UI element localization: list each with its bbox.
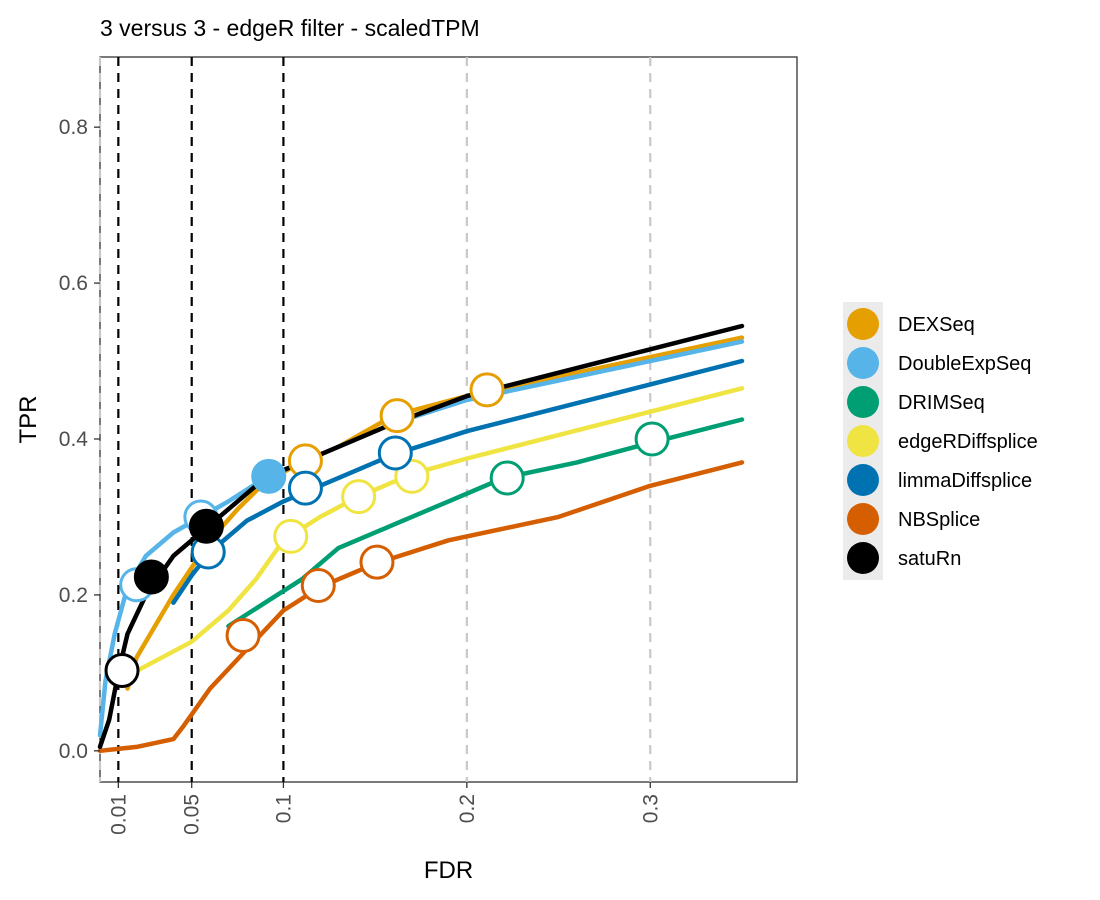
fdr-threshold-points <box>104 372 670 689</box>
series-line-DoubleExpSeq <box>97 339 745 738</box>
series-line-edgeRDiffsplice <box>116 386 745 683</box>
y-axis-title: TPR <box>15 396 42 444</box>
point-limmaDiffsplice <box>287 470 323 506</box>
point-satuRn <box>104 653 140 689</box>
y-tick-label: 0.2 <box>59 584 88 607</box>
point-edgeRDiffsplice <box>341 479 377 515</box>
point-NBSplice <box>300 568 336 604</box>
point-DoubleExpSeq <box>251 458 287 494</box>
legend-label: satuRn <box>898 548 961 570</box>
point-satuRn <box>133 559 169 595</box>
x-tick-label: 0.01 <box>107 794 130 835</box>
point-limmaDiffsplice <box>377 435 413 471</box>
point-satuRn <box>188 508 224 544</box>
x-axis: 0.01 0.05 0.1 0.2 0.3 <box>107 782 662 835</box>
legend-key-NBSplice <box>847 503 879 535</box>
legend-label: edgeRDiffsplice <box>898 431 1038 453</box>
point-DEXSeq <box>469 372 505 408</box>
point-NBSplice <box>225 617 261 653</box>
series-line-NBSplice <box>97 460 745 754</box>
x-tick-label: 0.05 <box>181 794 204 835</box>
legend-label: limmaDiffsplice <box>898 470 1032 492</box>
y-tick-label: 0.6 <box>59 272 88 295</box>
x-tick-label: 0.3 <box>639 794 662 823</box>
legend-key-DEXSeq <box>847 308 879 340</box>
point-DRIMSeq <box>489 460 525 496</box>
x-tick-label: 0.2 <box>456 794 479 823</box>
y-axis: 0.0 0.2 0.4 0.6 0.8 <box>59 116 100 763</box>
legend-label: DEXSeq <box>898 314 975 336</box>
point-NBSplice <box>359 544 395 580</box>
legend-label: DRIMSeq <box>898 392 985 414</box>
legend-label: NBSplice <box>898 509 980 531</box>
point-edgeRDiffsplice <box>273 518 309 554</box>
point-DRIMSeq <box>634 421 670 457</box>
plot-panel <box>99 56 798 783</box>
legend-key-DRIMSeq <box>847 386 879 418</box>
chart-title: 3 versus 3 - edgeR filter - scaledTPM <box>100 15 480 41</box>
legend-key-DoubleExpSeq <box>847 347 879 379</box>
point-edgeRDiffsplice <box>394 458 430 494</box>
legend-label: DoubleExpSeq <box>898 353 1031 375</box>
legend-key-edgeRDiffsplice <box>847 425 879 457</box>
x-tick-label: 0.1 <box>272 794 295 823</box>
y-tick-label: 0.0 <box>59 740 88 763</box>
point-DEXSeq <box>379 398 415 434</box>
series-line-DRIMSeq <box>226 417 745 629</box>
fdr-threshold-lines <box>98 57 652 782</box>
legend: DEXSeq DoubleExpSeq DRIMSeq edgeRDiffsplice… <box>843 302 1038 580</box>
x-axis-title: FDR <box>424 857 473 884</box>
y-tick-label: 0.4 <box>59 428 89 451</box>
legend-key-limmaDiffsplice <box>847 464 879 496</box>
y-tick-label: 0.8 <box>59 116 88 139</box>
legend-key-satuRn <box>847 542 879 574</box>
